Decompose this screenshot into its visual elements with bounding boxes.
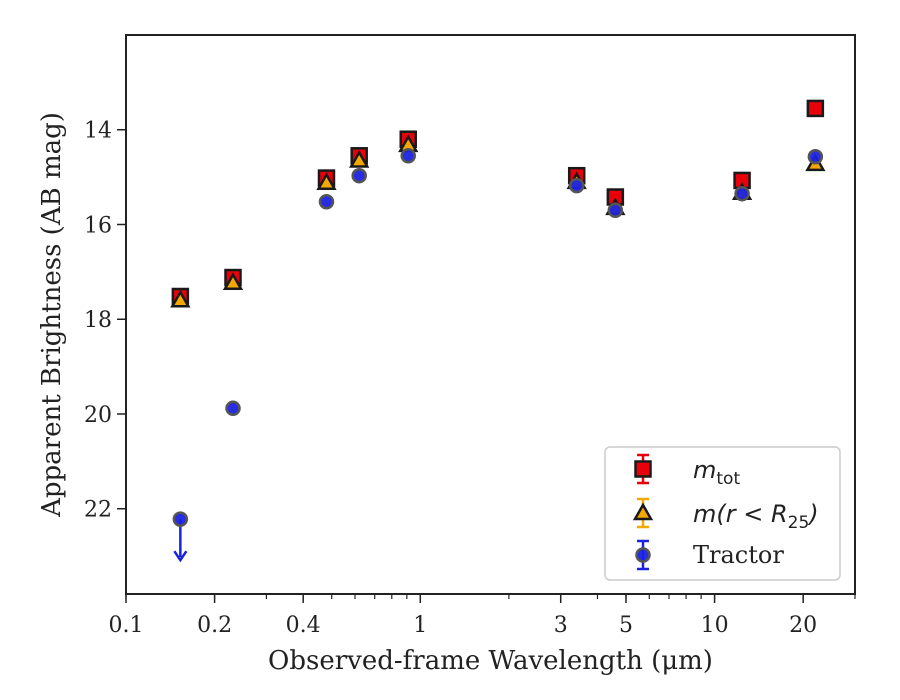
marker-circle <box>807 148 824 165</box>
x-axis-ticks: 0.1 0.2 0.4 1 3 5 10 20 <box>109 594 856 638</box>
x-tick-label: 0.4 <box>286 613 321 638</box>
x-axis-label: Observed-frame Wavelength (μm) <box>268 646 713 676</box>
x-tick-label: 1 <box>413 613 427 638</box>
x-tick-label: 3 <box>554 613 568 638</box>
marker-circle <box>318 194 335 210</box>
y-tick-label: 20 <box>84 403 112 428</box>
y-tick-label: 22 <box>84 498 112 523</box>
upper-limit-arrowhead <box>173 550 188 563</box>
legend-label-tractor: Tractor <box>693 541 784 569</box>
y-tick-label: 14 <box>84 119 112 144</box>
legend-marker-circle <box>635 547 651 563</box>
marker-circle <box>400 148 416 164</box>
x-tick-label: 5 <box>619 613 633 638</box>
marker-square <box>806 99 825 118</box>
marker-circle <box>225 400 241 417</box>
marker-triangle <box>222 272 244 291</box>
legend-markers <box>632 453 654 571</box>
marker-circle <box>568 177 585 194</box>
marker-circle <box>607 202 624 219</box>
marker-triangle <box>316 172 337 191</box>
y-axis-label: Apparent Brightness (AB mag) <box>37 112 67 518</box>
y-tick-label: 16 <box>84 213 112 238</box>
x-tick-label: 0.1 <box>109 613 144 638</box>
data-markers <box>170 99 826 563</box>
x-tick-label: 20 <box>789 613 817 638</box>
marker-circle <box>172 511 189 527</box>
x-tick-label: 10 <box>701 613 729 638</box>
y-tick-label: 18 <box>84 308 112 333</box>
legend-box <box>604 446 841 581</box>
marker-circle <box>351 167 367 184</box>
marker-triangle <box>170 289 191 308</box>
marker-triangle <box>349 150 370 168</box>
legend-marker-triangle <box>632 502 654 521</box>
marker-circle <box>734 185 750 202</box>
legend-marker-square <box>634 460 652 478</box>
legend: mtot m(r < R25) Tractor <box>604 446 841 581</box>
x-tick-label: 0.2 <box>197 613 232 638</box>
y-axis-ticks: 14 16 18 20 22 <box>84 119 126 523</box>
